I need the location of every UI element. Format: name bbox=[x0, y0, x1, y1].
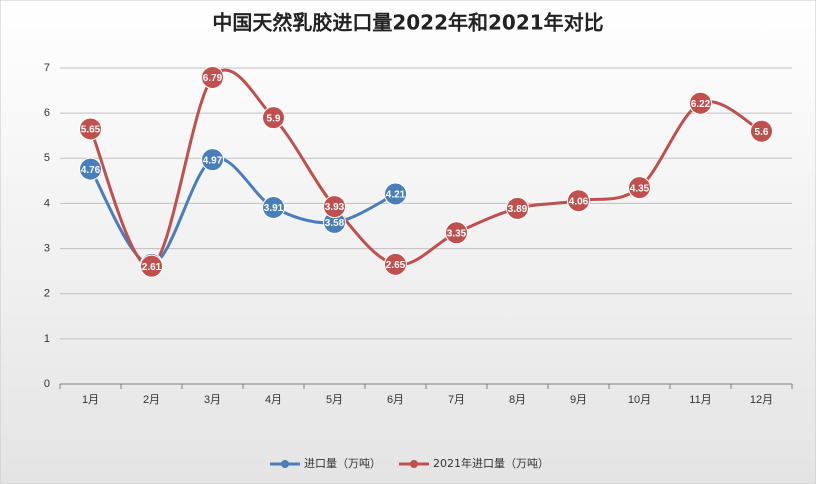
data-label: 3.58 bbox=[325, 218, 345, 229]
marker bbox=[689, 91, 712, 115]
marker bbox=[201, 148, 224, 172]
marker bbox=[79, 157, 102, 181]
data-label: 4.06 bbox=[569, 196, 589, 207]
data-label: 3.89 bbox=[508, 204, 528, 215]
y-tick-label: 1 bbox=[44, 333, 50, 345]
y-tick-label: 7 bbox=[44, 62, 50, 74]
marker bbox=[384, 182, 407, 206]
y-tick-label: 4 bbox=[44, 197, 50, 209]
data-label: 3.93 bbox=[325, 202, 345, 213]
data-label: 5.9 bbox=[267, 113, 281, 124]
x-tick-label: 6月 bbox=[387, 394, 404, 406]
chart-title: 中国天然乳胶进口量2022年和2021年对比 bbox=[212, 11, 603, 35]
x-tick-label: 3月 bbox=[204, 394, 221, 406]
y-tick-label: 6 bbox=[44, 107, 50, 119]
y-tick-label: 3 bbox=[44, 242, 50, 254]
marker bbox=[262, 106, 285, 130]
legend-label: 进口量（万吨） bbox=[304, 457, 381, 470]
x-tick-label: 5月 bbox=[326, 394, 343, 406]
marker bbox=[262, 195, 285, 219]
data-label: 4.76 bbox=[81, 165, 101, 176]
data-label: 4.21 bbox=[386, 190, 406, 201]
data-label: 5.65 bbox=[81, 125, 101, 136]
marker bbox=[750, 119, 773, 143]
data-label: 2.65 bbox=[386, 260, 406, 271]
data-label: 5.6 bbox=[755, 127, 769, 138]
x-tick-label: 4月 bbox=[265, 394, 282, 406]
y-tick-label: 2 bbox=[44, 288, 50, 300]
legend-marker bbox=[410, 460, 418, 468]
x-tick-label: 7月 bbox=[448, 394, 465, 406]
x-tick-label: 1月 bbox=[82, 394, 99, 406]
x-tick-label: 10月 bbox=[628, 394, 651, 406]
data-label: 3.35 bbox=[447, 228, 467, 239]
marker bbox=[445, 221, 468, 245]
marker bbox=[140, 254, 163, 278]
x-tick-label: 2月 bbox=[143, 394, 160, 406]
x-tick-label: 8月 bbox=[509, 394, 526, 406]
marker bbox=[506, 196, 529, 220]
y-tick-label: 0 bbox=[44, 378, 50, 390]
marker bbox=[323, 195, 346, 219]
x-tick-label: 9月 bbox=[570, 394, 587, 406]
marker bbox=[79, 117, 102, 141]
data-label: 2.61 bbox=[142, 262, 162, 273]
marker bbox=[628, 176, 651, 200]
x-tick-label: 11月 bbox=[689, 394, 711, 406]
data-label: 6.79 bbox=[203, 73, 223, 84]
marker bbox=[201, 65, 224, 89]
data-label: 6.22 bbox=[691, 99, 711, 110]
legend-marker bbox=[281, 460, 289, 468]
x-tick-label: 12月 bbox=[750, 394, 773, 406]
data-label: 4.97 bbox=[203, 155, 223, 166]
marker bbox=[384, 252, 407, 276]
y-tick-label: 5 bbox=[44, 152, 50, 164]
marker bbox=[567, 189, 590, 213]
legend-label: 2021年进口量（万吨） bbox=[433, 456, 549, 470]
data-label: 3.91 bbox=[264, 203, 284, 214]
data-label: 4.35 bbox=[630, 183, 650, 194]
